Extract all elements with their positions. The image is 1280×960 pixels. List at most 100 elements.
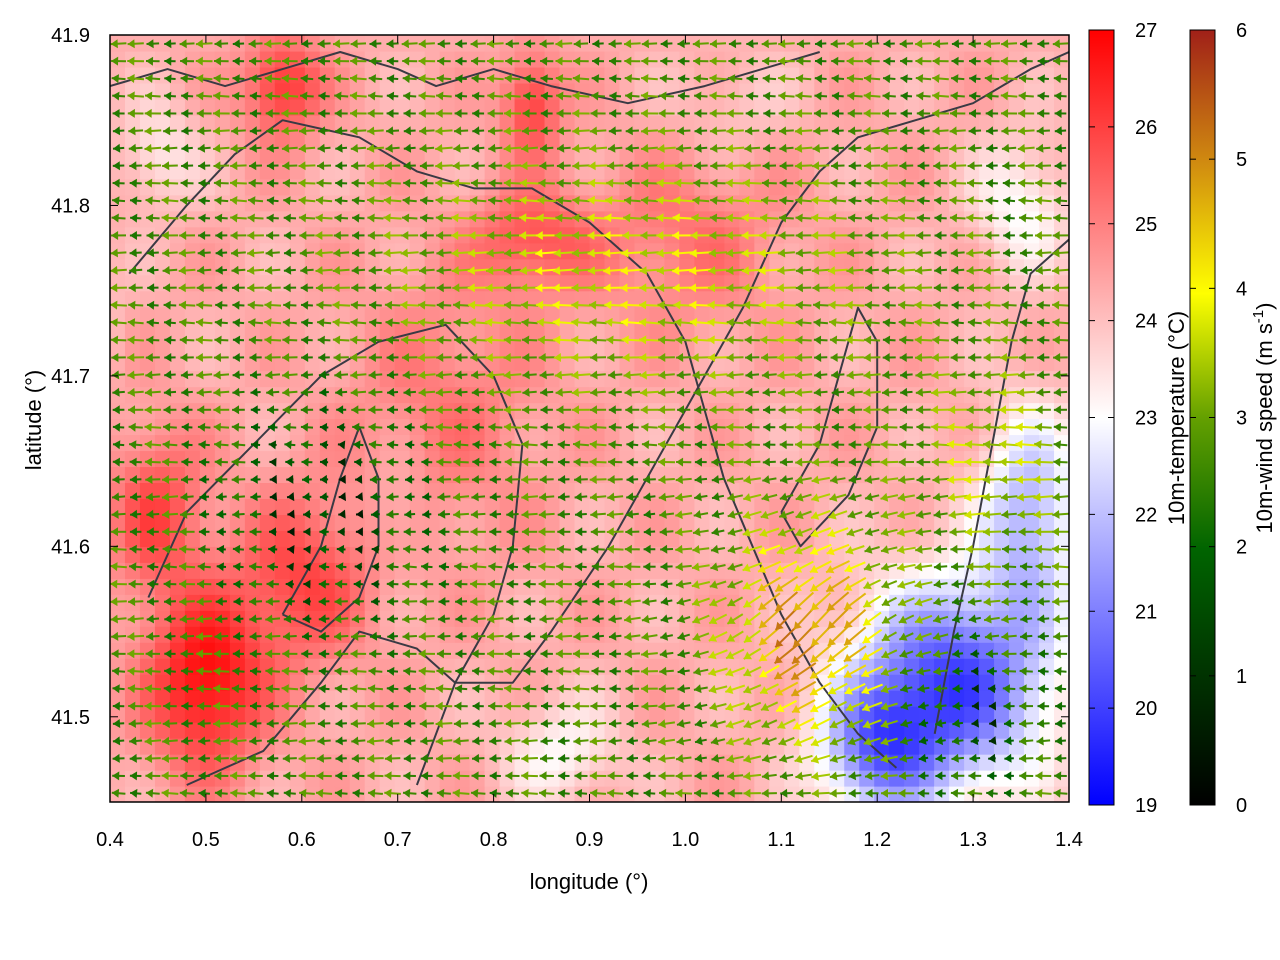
heatmap-cell	[139, 642, 156, 659]
heatmap-cell	[634, 370, 651, 388]
heatmap-cell	[814, 386, 830, 404]
heatmap-cell	[469, 194, 486, 212]
heatmap-cell	[544, 562, 561, 579]
heatmap-cell	[499, 50, 516, 68]
heatmap-cell	[574, 530, 591, 547]
heatmap-cell	[709, 242, 725, 260]
heatmap-cell	[424, 770, 441, 787]
heatmap-cell	[349, 306, 366, 324]
heatmap-cell	[859, 258, 875, 276]
heatmap-cell	[529, 130, 546, 148]
heatmap-cell	[184, 386, 201, 404]
heatmap-cell	[499, 338, 516, 356]
heatmap-cell	[379, 402, 396, 420]
heatmap-cell	[454, 130, 471, 148]
heatmap-cell	[484, 498, 501, 515]
heatmap-cell	[229, 722, 246, 739]
heatmap-cell	[364, 690, 381, 707]
heatmap-cell	[409, 706, 426, 723]
heatmap-cell	[424, 130, 441, 148]
heatmap-cell	[289, 466, 306, 484]
heatmap-cell	[934, 514, 950, 531]
heatmap-cell	[169, 514, 186, 531]
heatmap-cell	[334, 194, 351, 212]
heatmap-cell	[184, 402, 201, 420]
heatmap-cell	[334, 386, 351, 404]
heatmap-cell	[859, 178, 875, 196]
heatmap-cell	[454, 322, 471, 340]
heatmap-cell	[664, 370, 680, 388]
heatmap-cell	[544, 578, 561, 595]
heatmap-cell	[379, 770, 396, 787]
heatmap-cell	[604, 690, 621, 707]
heatmap-cell	[184, 674, 201, 691]
heatmap-cell	[169, 402, 186, 420]
heatmap-cell	[349, 450, 366, 468]
heatmap-cell	[229, 146, 246, 164]
heatmap-cell	[574, 450, 591, 468]
heatmap-cell	[679, 194, 695, 212]
heatmap-cell	[529, 258, 546, 276]
heatmap-cell	[919, 770, 935, 787]
heatmap-cell	[184, 722, 201, 739]
heatmap-cell	[694, 450, 710, 468]
heatmap-cell	[334, 690, 351, 707]
heatmap-cell	[139, 690, 156, 707]
heatmap-cell	[259, 690, 276, 707]
heatmap-cell	[394, 498, 411, 515]
heatmap-cell	[934, 178, 950, 196]
heatmap-cell	[289, 338, 306, 356]
heatmap-cell	[184, 130, 201, 148]
heatmap-cell	[154, 386, 171, 404]
heatmap-cell	[484, 514, 501, 531]
heatmap-cell	[169, 610, 186, 627]
heatmap-cell	[514, 786, 531, 802]
heatmap-cell	[769, 770, 785, 787]
heatmap-cell	[304, 146, 321, 164]
heatmap-cell	[454, 370, 471, 388]
heatmap-cell	[469, 98, 486, 116]
heatmap-cell	[274, 130, 291, 148]
heatmap-cell	[169, 450, 186, 468]
heatmap-cell	[379, 690, 396, 707]
heatmap-cell	[319, 386, 336, 404]
heatmap-cell	[110, 114, 126, 132]
heatmap-cell	[184, 578, 201, 595]
heatmap-cell	[110, 322, 126, 340]
heatmap-cell	[529, 450, 546, 468]
heatmap-cell	[844, 194, 860, 212]
heatmap-cell	[484, 322, 501, 340]
heatmap-cell	[394, 706, 411, 723]
heatmap-cell	[409, 610, 426, 627]
heatmap-cell	[409, 562, 426, 579]
heatmap-cell	[244, 738, 261, 755]
heatmap-cell	[454, 578, 471, 595]
heatmap-cell	[439, 354, 456, 372]
heatmap-cell	[964, 626, 980, 643]
heatmap-cell	[694, 770, 710, 787]
heatmap-cell	[199, 194, 216, 212]
heatmap-cell	[274, 514, 291, 531]
heatmap-cell	[409, 594, 426, 611]
heatmap-cell	[499, 114, 516, 132]
heatmap-cell	[214, 66, 231, 84]
heatmap-cell	[169, 770, 186, 787]
heatmap-cell	[169, 722, 186, 739]
heatmap-cell	[244, 546, 261, 563]
heatmap-cell	[499, 194, 516, 212]
heatmap-cell	[874, 610, 890, 627]
heatmap-cell	[110, 690, 126, 707]
heatmap-cell	[199, 514, 216, 531]
heatmap-cell	[304, 738, 321, 755]
heatmap-cell	[229, 690, 246, 707]
heatmap-cell	[124, 130, 141, 148]
heatmap-cell	[889, 66, 905, 84]
heatmap-cell	[589, 754, 606, 771]
heatmap-cell	[139, 450, 156, 468]
heatmap-cell	[139, 770, 156, 787]
heatmap-cell	[424, 258, 441, 276]
heatmap-cell	[304, 514, 321, 531]
heatmap-cell	[514, 690, 531, 707]
heatmap-cell	[244, 338, 261, 356]
